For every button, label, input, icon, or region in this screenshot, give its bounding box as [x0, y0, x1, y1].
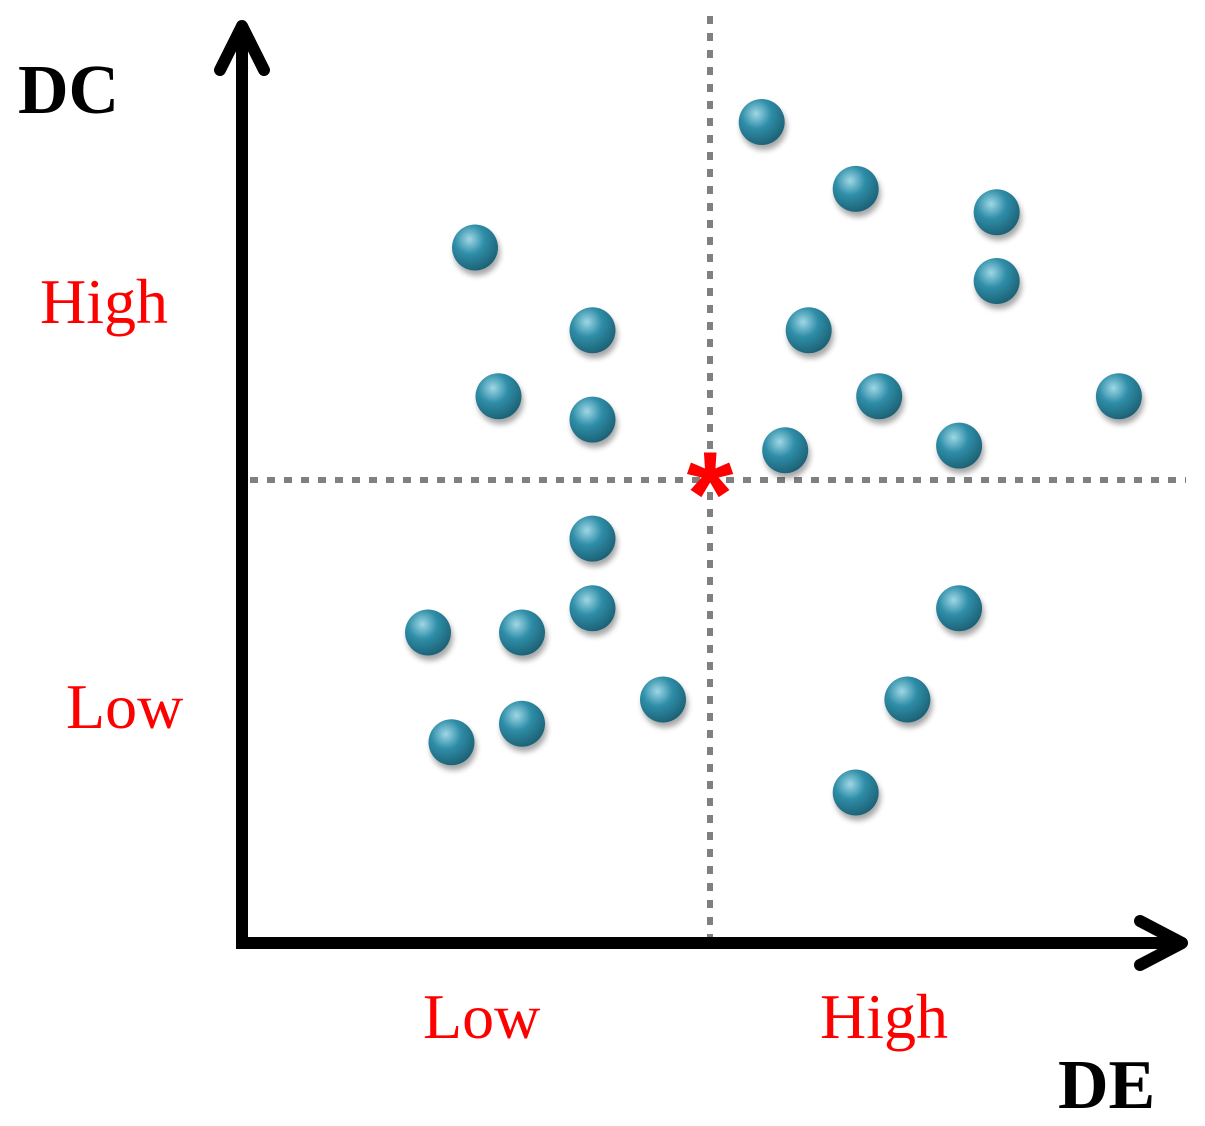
data-point	[1095, 373, 1142, 420]
data-point	[738, 99, 785, 145]
data-point	[936, 422, 983, 469]
data-point	[405, 609, 451, 656]
data-point	[475, 373, 522, 420]
data-point	[569, 515, 616, 562]
x-axis	[236, 915, 1188, 971]
data-point	[569, 307, 616, 354]
x-axis-arrow-icon	[1134, 915, 1188, 971]
x-tick-label-high: High	[820, 981, 948, 1052]
y-tick-label-high: High	[40, 266, 168, 337]
data-point	[832, 165, 879, 212]
threshold-marker: *	[687, 427, 734, 561]
data-point	[832, 769, 879, 816]
data-point	[569, 585, 616, 632]
data-point	[973, 189, 1020, 236]
data-point	[762, 427, 809, 474]
y-axis-arrow-icon	[214, 20, 270, 76]
data-point	[569, 396, 616, 443]
x-tick-label-low: Low	[423, 981, 540, 1052]
data-point	[785, 307, 832, 354]
data-point	[452, 224, 498, 271]
y-tick-label-low: Low	[66, 671, 183, 742]
y-axis-title: DC	[18, 52, 119, 129]
y-axis	[214, 20, 270, 948]
data-point	[640, 676, 686, 723]
data-point	[428, 719, 475, 766]
data-point	[499, 700, 545, 747]
data-point	[936, 585, 983, 632]
data-point	[856, 373, 903, 420]
data-points	[405, 99, 1142, 816]
data-point	[973, 258, 1020, 304]
data-point	[499, 609, 545, 656]
data-point	[884, 676, 931, 723]
x-axis-title: DE	[1058, 1047, 1155, 1124]
